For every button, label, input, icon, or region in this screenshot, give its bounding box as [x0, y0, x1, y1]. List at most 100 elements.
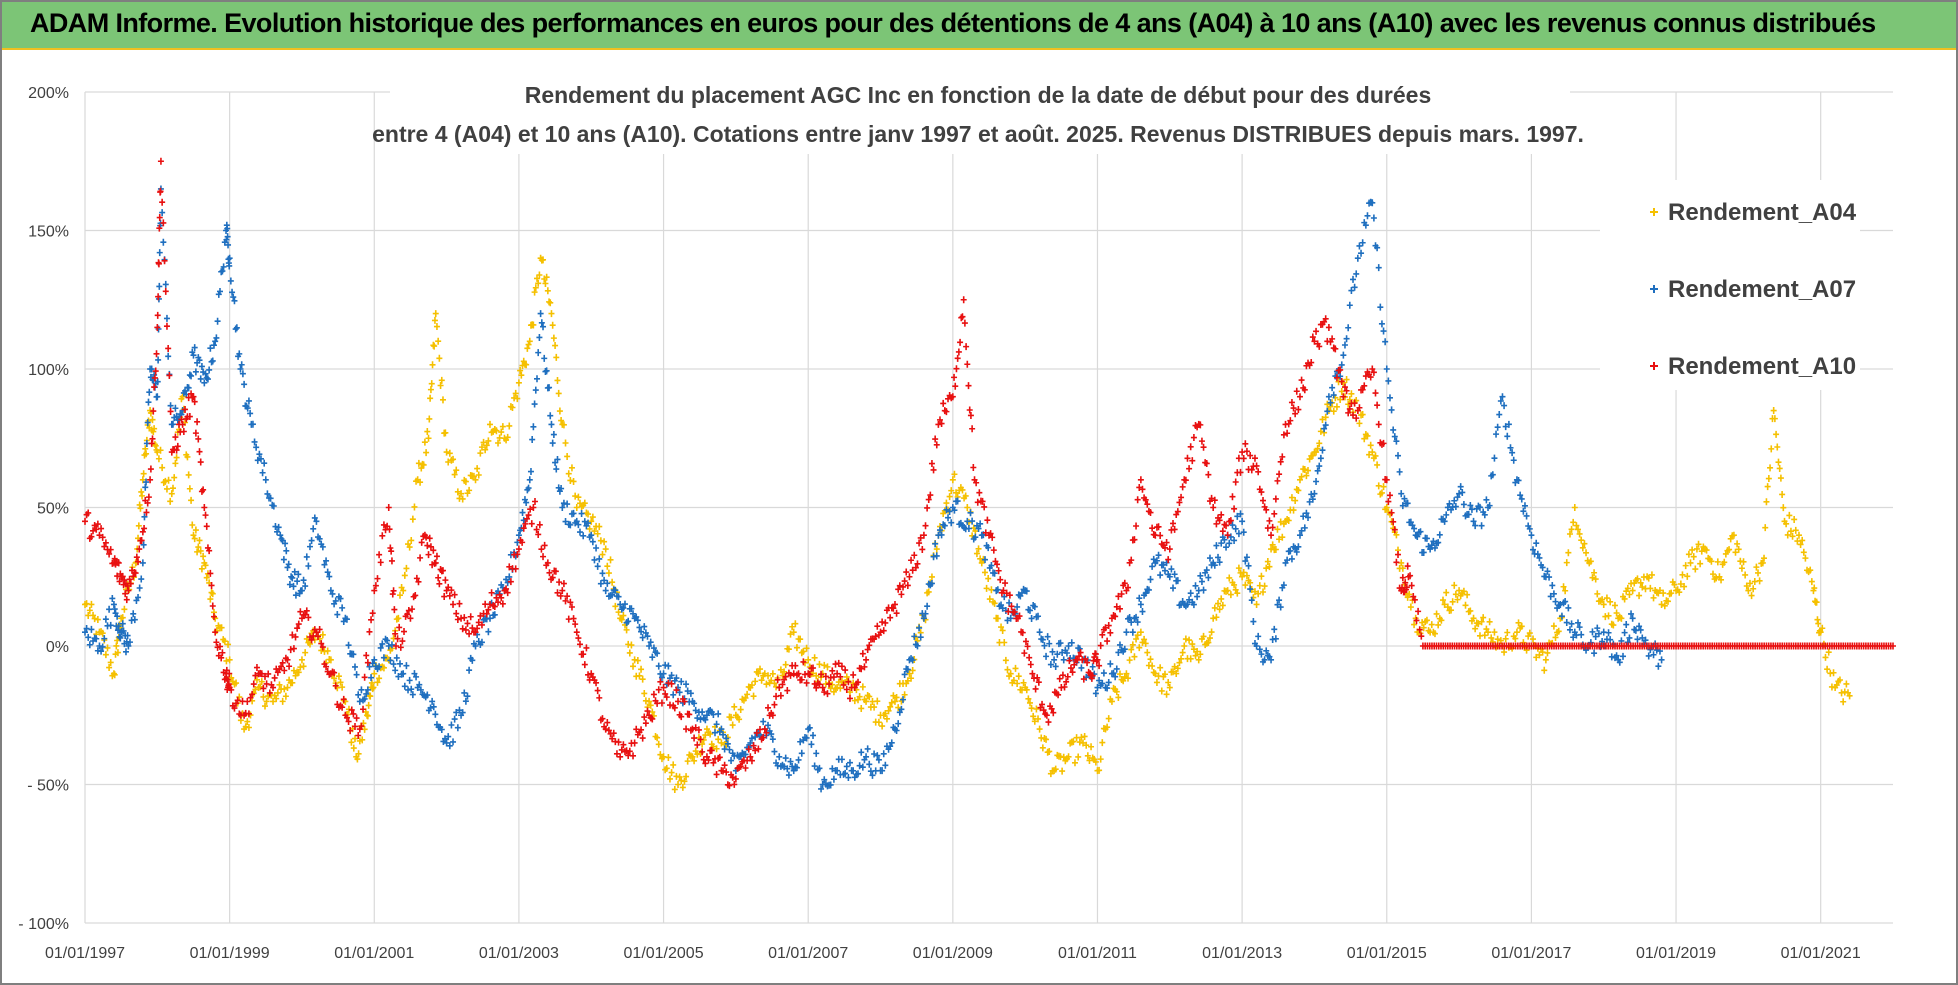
- point-Rendement_A04: [282, 692, 289, 700]
- point-Rendement_A07: [1284, 556, 1291, 564]
- point-Rendement_A04: [351, 735, 358, 743]
- point-Rendement_A10: [151, 383, 158, 391]
- point-Rendement_A10: [705, 756, 712, 764]
- point-Rendement_A04: [1194, 648, 1201, 656]
- point-Rendement_A10: [1393, 558, 1400, 566]
- point-Rendement_A10: [1287, 417, 1294, 425]
- point-Rendement_A04: [396, 591, 403, 599]
- point-Rendement_A10: [368, 616, 375, 624]
- point-Rendement_A10: [1295, 406, 1302, 414]
- point-Rendement_A04: [1305, 467, 1312, 475]
- point-Rendement_A04: [1748, 592, 1755, 600]
- point-Rendement_A10: [475, 618, 482, 626]
- point-Rendement_A04: [765, 672, 772, 680]
- point-Rendement_A10: [198, 487, 205, 495]
- point-Rendement_A04: [400, 587, 407, 595]
- point-Rendement_A10: [957, 338, 964, 346]
- point-Rendement_A07: [1507, 444, 1514, 452]
- point-Rendement_A10: [180, 428, 187, 436]
- point-Rendement_A07: [1026, 606, 1033, 614]
- point-Rendement_A07: [1126, 614, 1133, 622]
- point-Rendement_A07: [1452, 503, 1459, 511]
- y-tick-label: 200%: [28, 85, 69, 102]
- point-Rendement_A10: [940, 399, 947, 407]
- point-Rendement_A10: [332, 682, 339, 690]
- point-Rendement_A04: [370, 683, 377, 691]
- point-Rendement_A07: [650, 644, 657, 652]
- point-Rendement_A07: [882, 761, 889, 769]
- point-Rendement_A07: [612, 586, 619, 594]
- point-Rendement_A07: [140, 541, 147, 549]
- point-Rendement_A04: [335, 672, 342, 680]
- point-Rendement_A04: [186, 485, 193, 493]
- point-Rendement_A04: [208, 589, 215, 597]
- point-Rendement_A04: [1603, 594, 1610, 602]
- point-Rendement_A04: [1774, 443, 1781, 451]
- point-Rendement_A10: [970, 464, 977, 472]
- point-Rendement_A04: [1001, 639, 1008, 647]
- point-Rendement_A04: [162, 477, 169, 485]
- y-tick-label: - 100%: [18, 916, 69, 933]
- point-Rendement_A10: [602, 725, 609, 733]
- point-Rendement_A10: [732, 775, 739, 783]
- point-Rendement_A10: [683, 725, 690, 733]
- point-Rendement_A10: [779, 680, 786, 688]
- point-Rendement_A07: [670, 691, 677, 699]
- point-Rendement_A04: [544, 287, 551, 295]
- point-Rendement_A04: [1086, 756, 1093, 764]
- point-Rendement_A04: [257, 683, 264, 691]
- point-Rendement_A04: [634, 657, 641, 665]
- point-Rendement_A07: [858, 748, 865, 756]
- point-Rendement_A07: [321, 561, 328, 569]
- point-Rendement_A10: [519, 538, 526, 546]
- point-Rendement_A07: [385, 642, 392, 650]
- point-Rendement_A04: [157, 446, 164, 454]
- point-Rendement_A10: [1416, 626, 1423, 634]
- point-Rendement_A07: [388, 641, 395, 649]
- point-Rendement_A07: [676, 688, 683, 696]
- legend-label: Rendement_A04: [1668, 199, 1857, 226]
- point-Rendement_A04: [1348, 390, 1355, 398]
- point-Rendement_A10: [987, 530, 994, 538]
- point-Rendement_A04: [1836, 676, 1843, 684]
- point-Rendement_A04: [555, 389, 562, 397]
- point-Rendement_A10: [1237, 468, 1244, 476]
- point-Rendement_A07: [232, 325, 239, 333]
- point-Rendement_A10: [1345, 409, 1352, 417]
- point-Rendement_A07: [871, 750, 878, 758]
- point-Rendement_A10: [760, 733, 767, 741]
- point-Rendement_A07: [1356, 242, 1363, 250]
- point-Rendement_A07: [478, 638, 485, 646]
- point-Rendement_A10: [1402, 579, 1409, 587]
- chart-title-line-1: Rendement du placement AGC Inc en foncti…: [525, 82, 1432, 108]
- point-Rendement_A04: [1726, 546, 1733, 554]
- point-Rendement_A07: [909, 656, 916, 664]
- point-Rendement_A07: [1243, 553, 1250, 561]
- point-Rendement_A04: [196, 536, 203, 544]
- point-Rendement_A07: [1330, 391, 1337, 399]
- point-Rendement_A04: [113, 642, 120, 650]
- point-Rendement_A04: [135, 522, 142, 530]
- point-Rendement_A10: [938, 420, 945, 428]
- point-Rendement_A07: [1430, 537, 1437, 545]
- x-tick-label: 01/01/2009: [913, 945, 993, 962]
- point-Rendement_A04: [1665, 597, 1671, 605]
- point-Rendement_A10: [549, 574, 556, 582]
- point-Rendement_A04: [1501, 648, 1508, 656]
- point-Rendement_A07: [131, 616, 138, 624]
- point-Rendement_A07: [142, 483, 149, 491]
- point-Rendement_A10: [192, 429, 199, 437]
- x-tick-label: 01/01/2011: [1058, 945, 1137, 962]
- point-Rendement_A04: [1743, 582, 1750, 590]
- point-Rendement_A10: [570, 615, 577, 623]
- point-Rendement_A07: [1317, 454, 1324, 462]
- point-Rendement_A10: [1353, 414, 1360, 422]
- point-Rendement_A10: [1211, 496, 1218, 504]
- point-Rendement_A07: [975, 525, 982, 533]
- point-Rendement_A10: [1255, 468, 1262, 476]
- point-Rendement_A04: [1448, 606, 1455, 614]
- point-Rendement_A10: [380, 521, 387, 529]
- point-Rendement_A10: [218, 654, 225, 662]
- point-Rendement_A04: [1568, 525, 1575, 533]
- point-Rendement_A07: [1653, 646, 1660, 654]
